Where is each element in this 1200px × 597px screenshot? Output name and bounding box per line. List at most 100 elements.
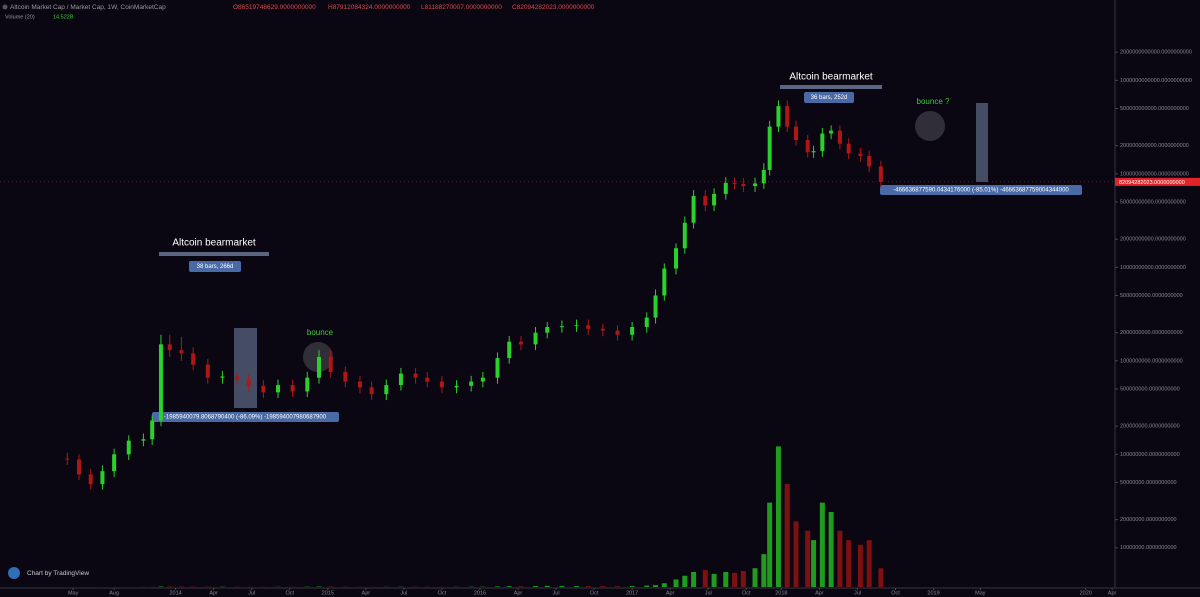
candle-body <box>533 332 538 345</box>
x-tick-label: Oct <box>438 590 447 596</box>
volume-bar <box>702 570 708 587</box>
watermark-icon <box>8 567 20 579</box>
ohlc-low: L81188270007.0000000000 <box>421 4 502 11</box>
volume-bar <box>614 586 620 587</box>
x-tick-label: Aug <box>109 590 119 596</box>
volume-bar <box>559 585 565 587</box>
candle-body <box>846 143 851 154</box>
candle-body <box>141 439 146 441</box>
x-tick-label: Apr <box>209 590 218 596</box>
x-tick-label: Apr <box>666 590 675 596</box>
candle-body <box>732 182 737 184</box>
candle-body <box>878 166 883 182</box>
volume-bar <box>673 579 679 587</box>
candle-body <box>235 376 240 380</box>
candle-body <box>357 381 362 388</box>
candle-body <box>495 358 500 378</box>
y-tick-label: 1000000000.0000000000 <box>1120 358 1183 364</box>
y-tick-label: 50000000000.0000000000 <box>1120 199 1186 205</box>
volume-bar <box>819 502 825 587</box>
x-tick-label: 2019 <box>927 590 939 596</box>
volume-bar <box>805 530 811 587</box>
candle-body <box>653 295 658 318</box>
candle-body <box>820 133 825 152</box>
volume-bar <box>544 585 550 587</box>
volume-bar <box>837 530 843 587</box>
annotation-pill <box>880 185 1082 195</box>
candle-body <box>703 195 708 206</box>
candle-body <box>65 458 70 460</box>
candle-body <box>220 376 225 378</box>
y-tick-label: 5000000000.0000000000 <box>1120 293 1183 299</box>
candle-body <box>290 385 295 392</box>
volume-bar <box>506 586 512 587</box>
x-tick-label: Jul <box>553 590 560 596</box>
candle-body <box>191 353 196 365</box>
candle-body <box>559 326 564 328</box>
ohlc-close: C82094282023.0000000000 <box>512 4 595 11</box>
x-tick-label: Apr <box>514 590 523 596</box>
volume-title: Volume (20) <box>5 14 35 20</box>
volume-bar <box>828 512 834 587</box>
candle-body <box>425 377 430 382</box>
volume-bar <box>167 586 173 587</box>
x-tick-label: Jul <box>854 590 861 596</box>
x-tick-label: Oct <box>891 590 900 596</box>
candle-body <box>469 381 474 386</box>
x-tick-label: Apr <box>1108 590 1117 596</box>
candle-body <box>158 344 163 421</box>
x-tick-label: 2018 <box>775 590 787 596</box>
candle-body <box>630 326 635 335</box>
x-tick-label: 2020 <box>1080 590 1092 596</box>
volume-bar <box>533 586 539 587</box>
bounce-circle <box>915 111 945 141</box>
x-tick-label: 2017 <box>626 590 638 596</box>
candle-body <box>662 268 667 296</box>
candle-body <box>518 341 523 345</box>
volume-bar <box>629 586 635 587</box>
candle-body <box>785 106 790 127</box>
y-tick-label: 2000000000.0000000000 <box>1120 330 1183 336</box>
volume-bar <box>653 585 659 587</box>
candle-body <box>682 222 687 249</box>
volume-bar <box>600 586 606 587</box>
volume-bar <box>775 446 781 587</box>
y-tick-label: 200000000000.0000000000 <box>1120 143 1189 149</box>
annotation-note: bounce ? <box>917 97 950 106</box>
symbol-icon <box>2 4 8 10</box>
measure-box <box>976 103 988 182</box>
x-tick-label: Apr <box>362 590 371 596</box>
last-price-label: 82094282023.0000000000 <box>1119 180 1185 186</box>
x-tick-label: Jul <box>705 590 712 596</box>
candle-body <box>413 373 418 378</box>
candle-body <box>586 325 591 329</box>
candle-body <box>454 385 459 388</box>
candle-body <box>88 474 93 485</box>
y-tick-label: 100000000000.0000000000 <box>1120 171 1189 177</box>
annotation-pill <box>804 92 854 103</box>
y-tick-label: 500000000.0000000000 <box>1120 386 1180 392</box>
candle-body <box>761 169 766 184</box>
candle-body <box>261 385 266 393</box>
ohlc-open: O86519748629.0000000000 <box>233 4 316 11</box>
range-bar <box>780 85 882 89</box>
volume-bar <box>682 575 688 587</box>
candle-body <box>712 193 717 206</box>
x-tick-label: 2015 <box>322 590 334 596</box>
volume-bar <box>767 502 773 587</box>
volume-bar <box>644 585 650 587</box>
candle-body <box>794 126 799 141</box>
x-tick-label: Oct <box>590 590 599 596</box>
x-tick-label: Jul <box>248 590 255 596</box>
candle-body <box>644 317 649 327</box>
watermark: Chart by TradingView <box>27 570 89 577</box>
candle-body <box>741 183 746 187</box>
volume-bar <box>752 568 758 587</box>
x-tick-label: Oct <box>285 590 294 596</box>
volume-bar <box>866 540 872 587</box>
x-tick-label: 2014 <box>169 590 181 596</box>
candle-body <box>837 130 842 144</box>
volume-bar <box>811 540 817 587</box>
volume-bar <box>495 586 501 587</box>
candle-body <box>276 385 281 393</box>
